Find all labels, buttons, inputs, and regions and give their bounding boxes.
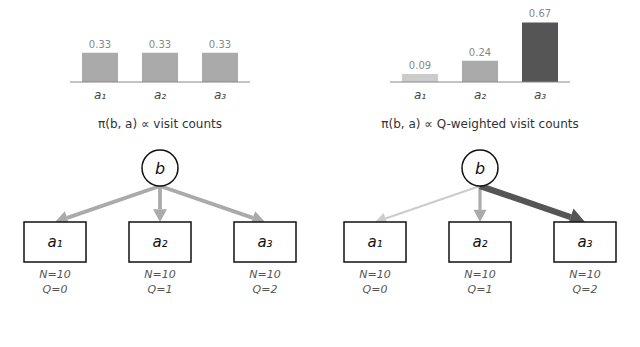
svg-text:π(b, a) ∝ visit counts: π(b, a) ∝ visit counts <box>98 117 222 131</box>
svg-text:Q=0: Q=0 <box>43 283 68 296</box>
svg-text:0.67: 0.67 <box>529 8 551 19</box>
svg-text:0.33: 0.33 <box>149 39 171 50</box>
svg-text:a₂: a₂ <box>474 88 486 102</box>
svg-text:a₃: a₃ <box>257 233 272 251</box>
svg-text:0.33: 0.33 <box>209 39 231 50</box>
svg-text:N=10: N=10 <box>39 268 70 281</box>
svg-text:N=10: N=10 <box>569 268 600 281</box>
svg-text:a₁: a₁ <box>414 88 426 102</box>
svg-text:Q=2: Q=2 <box>573 283 598 296</box>
svg-text:a₂: a₂ <box>154 88 166 102</box>
svg-text:a₃: a₃ <box>214 88 226 102</box>
svg-text:Q=2: Q=2 <box>253 283 278 296</box>
svg-text:N=10: N=10 <box>359 268 390 281</box>
svg-text:a₂: a₂ <box>152 233 167 251</box>
svg-text:N=10: N=10 <box>249 268 280 281</box>
svg-text:b: b <box>475 159 485 178</box>
svg-text:N=10: N=10 <box>464 268 495 281</box>
svg-text:Q=0: Q=0 <box>363 283 388 296</box>
svg-text:N=10: N=10 <box>144 268 175 281</box>
svg-text:Q=1: Q=1 <box>148 283 173 296</box>
svg-text:a₃: a₃ <box>534 88 546 102</box>
svg-text:0.33: 0.33 <box>89 39 111 50</box>
svg-text:π(b, a) ∝ Q-weighted visit cou: π(b, a) ∝ Q-weighted visit counts <box>381 117 578 131</box>
svg-text:0.24: 0.24 <box>469 47 491 58</box>
svg-text:Q=1: Q=1 <box>468 283 493 296</box>
svg-text:a₃: a₃ <box>577 233 592 251</box>
svg-text:a₁: a₁ <box>47 233 62 251</box>
svg-text:a₁: a₁ <box>94 88 106 102</box>
svg-text:b: b <box>155 159 165 178</box>
svg-text:a₁: a₁ <box>367 233 382 251</box>
svg-text:a₂: a₂ <box>472 233 487 251</box>
svg-text:0.09: 0.09 <box>409 60 431 71</box>
